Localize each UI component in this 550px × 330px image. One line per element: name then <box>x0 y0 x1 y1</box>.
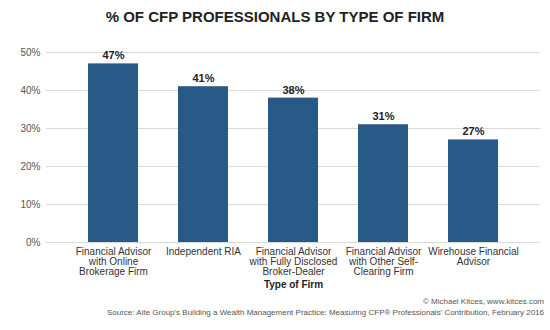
svg-text:31%: 31% <box>372 110 394 122</box>
svg-text:27%: 27% <box>462 125 484 137</box>
svg-text:Financial Advisorwith Other Se: Financial Advisorwith Other Self-Clearin… <box>346 246 422 277</box>
svg-text:10%: 10% <box>20 199 40 210</box>
svg-text:30%: 30% <box>20 123 40 134</box>
svg-text:20%: 20% <box>20 161 40 172</box>
svg-text:Type of Firm: Type of Firm <box>264 279 323 290</box>
svg-text:Wirehouse FinancialAdvisor: Wirehouse FinancialAdvisor <box>428 246 519 267</box>
svg-text:47%: 47% <box>102 49 124 61</box>
svg-text:0%: 0% <box>26 237 41 248</box>
html-text:% OF CFP PROFESSIONALS BY TYPE: % OF CFP PROFESSIONALS BY TYPE OF FIRM <box>105 8 445 25</box>
svg-text:Financial Advisorwith OnlineBr: Financial Advisorwith OnlineBrokerage Fi… <box>76 246 152 277</box>
svg-text:Independent RIA: Independent RIA <box>166 246 241 257</box>
svg-text:50%: 50% <box>20 47 40 58</box>
svg-text:Financial Advisorwith Fully Di: Financial Advisorwith Fully DisclosedBro… <box>249 246 338 277</box>
svg-text:38%: 38% <box>282 84 304 96</box>
svg-text:41%: 41% <box>192 72 214 84</box>
svg-text:40%: 40% <box>20 85 40 96</box>
html-text:Source: Aite Group's Building: Source: Aite Group's Building a Wealth M… <box>107 308 544 317</box>
html-text:© Michael Kitces, www.kitces.c: © Michael Kitces, www.kitces.com <box>423 297 544 306</box>
